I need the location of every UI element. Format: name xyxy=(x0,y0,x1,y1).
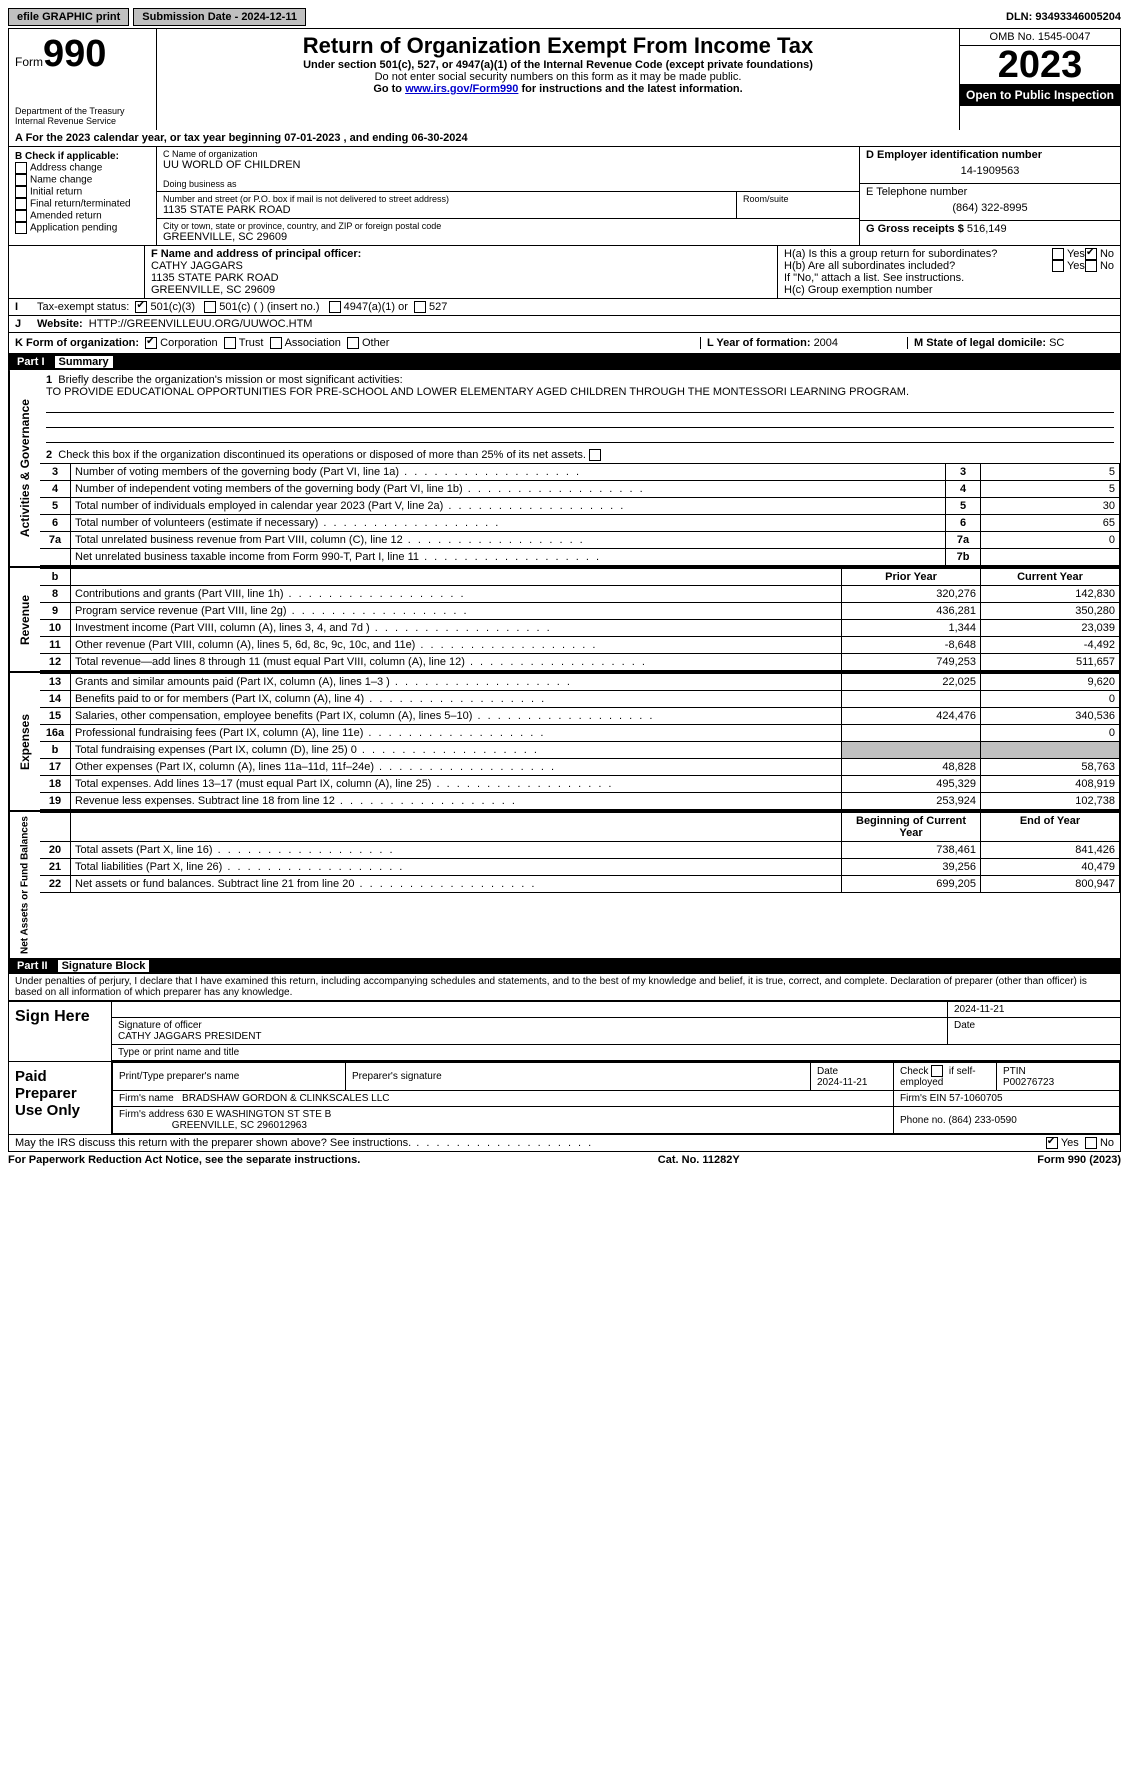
i-501c[interactable] xyxy=(204,301,216,313)
section-b: B Check if applicable: Address change Na… xyxy=(9,147,157,245)
officer-sig: CATHY JAGGARS PRESIDENT xyxy=(118,1031,262,1042)
form-label: Form xyxy=(15,55,43,69)
section-bcdeg: B Check if applicable: Address change Na… xyxy=(9,147,1120,246)
checkbox-pending[interactable] xyxy=(15,222,27,234)
perjury-text: Under penalties of perjury, I declare th… xyxy=(9,974,1120,1000)
checkbox-final[interactable] xyxy=(15,198,27,210)
year-formation: 2004 xyxy=(814,337,838,349)
part2-bar: Part II Signature Block xyxy=(9,958,1120,974)
section-deg: D Employer identification number 14-1909… xyxy=(859,147,1120,245)
topbar: efile GRAPHIC print Submission Date - 20… xyxy=(8,8,1121,26)
checkbox-address[interactable] xyxy=(15,162,27,174)
exp-side: Expenses xyxy=(9,673,40,810)
form-header: Form990 Department of the Treasury Inter… xyxy=(9,29,1120,130)
na-table: Beginning of Current YearEnd of Year20To… xyxy=(40,812,1120,893)
firm-phone: (864) 233-0590 xyxy=(948,1115,1016,1126)
exp-table: 13Grants and similar amounts paid (Part … xyxy=(40,673,1120,810)
ha-yes[interactable] xyxy=(1052,248,1064,260)
line-j: J Website: HTTP://GREENVILLEUU.ORG/UUWOC… xyxy=(9,316,1120,333)
hb-no[interactable] xyxy=(1085,260,1097,272)
expenses-section: Expenses 13Grants and similar amounts pa… xyxy=(9,671,1120,810)
gov-table: 3Number of voting members of the governi… xyxy=(40,463,1120,566)
k-assoc[interactable] xyxy=(270,337,282,349)
form-sub3: Go to www.irs.gov/Form990 for instructio… xyxy=(163,83,953,95)
part1-bar: Part I Summary xyxy=(9,354,1120,370)
instructions-link[interactable]: www.irs.gov/Form990 xyxy=(405,83,518,95)
section-h: H(a) Is this a group return for subordin… xyxy=(777,246,1120,298)
i-4947[interactable] xyxy=(329,301,341,313)
footer: For Paperwork Reduction Act Notice, see … xyxy=(8,1152,1121,1166)
preparer-table: Print/Type preparer's name Preparer's si… xyxy=(112,1062,1120,1134)
phone: (864) 322-8995 xyxy=(866,198,1114,218)
gross-receipts: 516,149 xyxy=(967,223,1007,235)
discuss-yes[interactable] xyxy=(1046,1137,1058,1149)
section-f: F Name and address of principal officer:… xyxy=(145,246,777,298)
ein: 14-1909563 xyxy=(866,161,1114,181)
line2-check[interactable] xyxy=(589,449,601,461)
submission-date: Submission Date - 2024-12-11 xyxy=(133,8,306,26)
officer-name: CATHY JAGGARS xyxy=(151,260,771,272)
form-container: Form990 Department of the Treasury Inter… xyxy=(8,28,1121,1152)
checkbox-name[interactable] xyxy=(15,174,27,186)
form-sub1: Under section 501(c), 527, or 4947(a)(1)… xyxy=(163,59,953,71)
street: 1135 STATE PARK ROAD xyxy=(163,204,730,216)
checkbox-amended[interactable] xyxy=(15,210,27,222)
gov-section: Activities & Governance 1 Briefly descri… xyxy=(9,370,1120,566)
revenue-section: Revenue bPrior YearCurrent Year8Contribu… xyxy=(9,566,1120,671)
na-side: Net Assets or Fund Balances xyxy=(9,812,40,958)
mission-text: TO PROVIDE EDUCATIONAL OPPORTUNITIES FOR… xyxy=(46,386,909,398)
dept-label: Department of the Treasury Internal Reve… xyxy=(15,106,150,126)
k-trust[interactable] xyxy=(224,337,236,349)
netassets-section: Net Assets or Fund Balances Beginning of… xyxy=(9,810,1120,958)
paid-preparer: Paid Preparer Use Only Print/Type prepar… xyxy=(9,1061,1120,1134)
self-employed-check[interactable] xyxy=(931,1065,943,1077)
website: HTTP://GREENVILLEUU.ORG/UUWOC.HTM xyxy=(89,318,313,330)
checkbox-initial[interactable] xyxy=(15,186,27,198)
tax-year: 2023 xyxy=(960,46,1120,84)
sign-here: Sign Here 2024-11-21 Signature of office… xyxy=(9,1000,1120,1061)
domicile: SC xyxy=(1049,337,1064,349)
form-number: 990 xyxy=(43,33,106,75)
firm-ein: 57-1060705 xyxy=(949,1093,1002,1104)
line-klm: K Form of organization: Corporation Trus… xyxy=(9,333,1120,354)
open-inspection: Open to Public Inspection xyxy=(960,84,1120,106)
rev-side: Revenue xyxy=(9,568,40,671)
line-a: A For the 2023 calendar year, or tax yea… xyxy=(9,130,1120,147)
discuss-no[interactable] xyxy=(1085,1137,1097,1149)
ha-no[interactable] xyxy=(1085,248,1097,260)
ptin: P00276723 xyxy=(1003,1077,1054,1088)
form-sub2: Do not enter social security numbers on … xyxy=(163,71,953,83)
efile-btn[interactable]: efile GRAPHIC print xyxy=(8,8,129,26)
city: GREENVILLE, SC 29609 xyxy=(163,231,853,243)
org-name: UU WORLD OF CHILDREN xyxy=(163,159,853,171)
k-corp[interactable] xyxy=(145,337,157,349)
gov-side: Activities & Governance xyxy=(9,370,40,566)
section-c: C Name of organization UU WORLD OF CHILD… xyxy=(157,147,859,245)
i-527[interactable] xyxy=(414,301,426,313)
line-i: I Tax-exempt status: 501(c)(3) 501(c) ( … xyxy=(9,299,1120,316)
firm-name: BRADSHAW GORDON & CLINKSCALES LLC xyxy=(182,1093,389,1104)
i-501c3[interactable] xyxy=(135,301,147,313)
rev-table: bPrior YearCurrent Year8Contributions an… xyxy=(40,568,1120,671)
hb-yes[interactable] xyxy=(1052,260,1064,272)
dln: DLN: 93493346005204 xyxy=(1006,11,1121,23)
k-other[interactable] xyxy=(347,337,359,349)
form-title: Return of Organization Exempt From Incom… xyxy=(163,33,953,59)
section-fh: F Name and address of principal officer:… xyxy=(9,246,1120,299)
discuss-line: May the IRS discuss this return with the… xyxy=(9,1134,1120,1151)
